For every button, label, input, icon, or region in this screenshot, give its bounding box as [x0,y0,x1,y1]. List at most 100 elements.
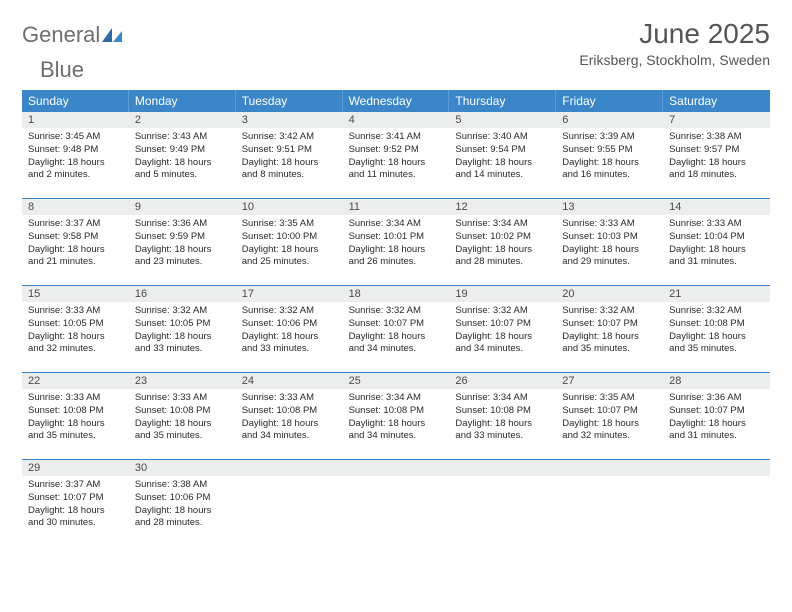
day-number: 26 [449,373,556,389]
page: General Blue June 2025 Eriksberg, Stockh… [0,0,792,564]
day-cell: 11Sunrise: 3:34 AMSunset: 10:01 PMDaylig… [343,199,450,285]
daylight-text: Daylight: 18 hours and 14 minutes. [455,157,550,183]
day-body: Sunrise: 3:37 AMSunset: 10:07 PMDaylight… [22,476,129,534]
day-body: Sunrise: 3:32 AMSunset: 10:08 PMDaylight… [663,302,770,360]
sunset-text: Sunset: 10:02 PM [455,231,550,244]
daylight-text: Daylight: 18 hours and 28 minutes. [135,505,230,531]
weekday-sun: Sunday [22,90,129,112]
logo: General Blue [22,24,122,82]
logo-text-2: Blue [40,57,84,82]
weekday-mon: Monday [129,90,236,112]
day-body: Sunrise: 3:38 AMSunset: 10:06 PMDaylight… [129,476,236,534]
sunset-text: Sunset: 9:51 PM [242,144,337,157]
daylight-text: Daylight: 18 hours and 18 minutes. [669,157,764,183]
day-number: 11 [343,199,450,215]
day-number: 5 [449,112,556,128]
daylight-text: Daylight: 18 hours and 35 minutes. [135,418,230,444]
sunset-text: Sunset: 9:52 PM [349,144,444,157]
sunrise-text: Sunrise: 3:33 AM [562,218,657,231]
daylight-text: Daylight: 18 hours and 29 minutes. [562,244,657,270]
day-cell: 8Sunrise: 3:37 AMSunset: 9:58 PMDaylight… [22,199,129,285]
day-body: Sunrise: 3:33 AMSunset: 10:08 PMDaylight… [236,389,343,447]
day-body: Sunrise: 3:32 AMSunset: 10:07 PMDaylight… [556,302,663,360]
day-cell: 10Sunrise: 3:35 AMSunset: 10:00 PMDaylig… [236,199,343,285]
sunset-text: Sunset: 10:08 PM [242,405,337,418]
sunrise-text: Sunrise: 3:32 AM [669,305,764,318]
day-number: 9 [129,199,236,215]
day-cell: 4Sunrise: 3:41 AMSunset: 9:52 PMDaylight… [343,112,450,198]
sunset-text: Sunset: 10:01 PM [349,231,444,244]
sunrise-text: Sunrise: 3:34 AM [455,392,550,405]
day-cell: 1Sunrise: 3:45 AMSunset: 9:48 PMDaylight… [22,112,129,198]
day-number [663,460,770,476]
daylight-text: Daylight: 18 hours and 28 minutes. [455,244,550,270]
calendar: Sunday Monday Tuesday Wednesday Thursday… [22,90,770,546]
day-cell: 7Sunrise: 3:38 AMSunset: 9:57 PMDaylight… [663,112,770,198]
sunrise-text: Sunrise: 3:32 AM [562,305,657,318]
day-body: Sunrise: 3:32 AMSunset: 10:07 PMDaylight… [449,302,556,360]
logo-sail-icon [102,28,122,47]
sunset-text: Sunset: 10:08 PM [135,405,230,418]
sunset-text: Sunset: 10:07 PM [669,405,764,418]
daylight-text: Daylight: 18 hours and 35 minutes. [28,418,123,444]
sunset-text: Sunset: 10:08 PM [28,405,123,418]
day-number [236,460,343,476]
daylight-text: Daylight: 18 hours and 33 minutes. [455,418,550,444]
daylight-text: Daylight: 18 hours and 30 minutes. [28,505,123,531]
week-row: 29Sunrise: 3:37 AMSunset: 10:07 PMDaylig… [22,460,770,546]
day-cell [449,460,556,546]
weeks-container: 1Sunrise: 3:45 AMSunset: 9:48 PMDaylight… [22,112,770,546]
day-cell [343,460,450,546]
day-body: Sunrise: 3:33 AMSunset: 10:04 PMDaylight… [663,215,770,273]
sunrise-text: Sunrise: 3:36 AM [135,218,230,231]
sunrise-text: Sunrise: 3:41 AM [349,131,444,144]
title-block: June 2025 Eriksberg, Stockholm, Sweden [579,18,770,68]
sunset-text: Sunset: 10:07 PM [455,318,550,331]
weekday-sat: Saturday [663,90,770,112]
week-row: 1Sunrise: 3:45 AMSunset: 9:48 PMDaylight… [22,112,770,199]
sunset-text: Sunset: 10:07 PM [28,492,123,505]
daylight-text: Daylight: 18 hours and 8 minutes. [242,157,337,183]
day-cell: 22Sunrise: 3:33 AMSunset: 10:08 PMDaylig… [22,373,129,459]
day-cell: 16Sunrise: 3:32 AMSunset: 10:05 PMDaylig… [129,286,236,372]
location: Eriksberg, Stockholm, Sweden [579,52,770,68]
day-number: 4 [343,112,450,128]
day-cell: 28Sunrise: 3:36 AMSunset: 10:07 PMDaylig… [663,373,770,459]
day-number: 29 [22,460,129,476]
day-number: 23 [129,373,236,389]
day-number: 13 [556,199,663,215]
sunrise-text: Sunrise: 3:37 AM [28,218,123,231]
sunset-text: Sunset: 10:07 PM [562,318,657,331]
day-number: 22 [22,373,129,389]
daylight-text: Daylight: 18 hours and 34 minutes. [349,418,444,444]
weekday-row: Sunday Monday Tuesday Wednesday Thursday… [22,90,770,112]
day-number [449,460,556,476]
weekday-fri: Friday [556,90,663,112]
day-cell: 13 Sunrise: 3:33 AMSunset: 10:03 PMDaylig… [556,199,663,285]
day-number: 20 [556,286,663,302]
sunset-text: Sunset: 9:48 PM [28,144,123,157]
sunrise-text: Sunrise: 3:33 AM [242,392,337,405]
day-cell: 17Sunrise: 3:32 AMSunset: 10:06 PMDaylig… [236,286,343,372]
sunset-text: Sunset: 9:58 PM [28,231,123,244]
week-row: 8Sunrise: 3:37 AMSunset: 9:58 PMDaylight… [22,199,770,286]
day-body: Sunrise: 3:43 AMSunset: 9:49 PMDaylight:… [129,128,236,186]
day-number: 3 [236,112,343,128]
daylight-text: Daylight: 18 hours and 31 minutes. [669,418,764,444]
day-cell: 12Sunrise: 3:34 AMSunset: 10:02 PMDaylig… [449,199,556,285]
logo-text-1: General [22,22,100,47]
sunrise-text: Sunrise: 3:33 AM [28,305,123,318]
day-body: Sunrise: 3:34 AMSunset: 10:08 PMDaylight… [343,389,450,447]
day-number: 7 [663,112,770,128]
day-body: Sunrise: 3:37 AMSunset: 9:58 PMDaylight:… [22,215,129,273]
day-cell: 23Sunrise: 3:33 AMSunset: 10:08 PMDaylig… [129,373,236,459]
daylight-text: Daylight: 18 hours and 34 minutes. [242,418,337,444]
day-number: 15 [22,286,129,302]
day-body: Sunrise: 3:33 AMSunset: 10:08 PMDaylight… [22,389,129,447]
sunset-text: Sunset: 10:03 PM [562,231,657,244]
sunrise-text: Sunrise: 3:38 AM [135,479,230,492]
day-cell: 9Sunrise: 3:36 AMSunset: 9:59 PMDaylight… [129,199,236,285]
sunrise-text: Sunrise: 3:34 AM [349,392,444,405]
weekday-thu: Thursday [449,90,556,112]
day-cell [556,460,663,546]
